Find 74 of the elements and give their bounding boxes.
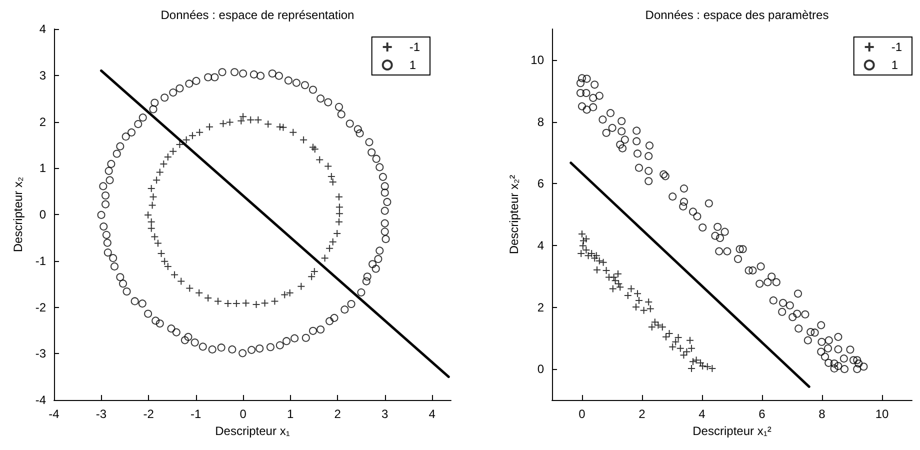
x-axis-title: Descripteur x₁ [215, 424, 290, 438]
point [610, 273, 618, 282]
x-tick-label: 0 [578, 407, 586, 421]
point [577, 249, 586, 258]
y-tick-label: 4 [537, 238, 544, 252]
y-tick-label: 3 [39, 68, 46, 82]
y-tick-label: -2 [35, 300, 46, 314]
x-tick-label: 2 [638, 407, 646, 421]
point [646, 304, 654, 313]
legend-label: 1 [891, 58, 898, 72]
y-tick-label: -1 [35, 254, 46, 268]
point [644, 298, 653, 306]
point [635, 296, 643, 304]
point [688, 364, 696, 372]
y-axis-title: Descripteur x₂ [11, 176, 25, 252]
y-tick-label: -3 [35, 346, 46, 361]
point [640, 306, 648, 314]
x-tick-label: 3 [381, 407, 388, 421]
x-tick-label: 6 [758, 407, 766, 421]
y-tick-label: 1 [39, 161, 46, 176]
point [688, 344, 696, 352]
point [634, 290, 642, 298]
x-axis-title: Descripteur x₁² [692, 424, 772, 438]
x-tick-label: 8 [818, 407, 826, 421]
point [698, 362, 707, 370]
y-tick-label: 2 [39, 114, 46, 129]
point [593, 266, 601, 274]
y-tick-label: 2 [537, 300, 544, 314]
y-tick-label: 4 [39, 22, 46, 36]
x-tick-label: 4 [698, 407, 706, 421]
x-tick-label: 2 [334, 407, 342, 421]
point [648, 323, 656, 332]
chart-title: Données : espace de représentation [160, 8, 354, 22]
point [602, 266, 610, 274]
point [627, 284, 636, 293]
y-tick-label: 6 [537, 176, 544, 191]
chart-title: Données : espace des paramètres [645, 8, 829, 22]
point [632, 302, 640, 311]
x-tick-label: -3 [96, 407, 107, 421]
point [689, 358, 697, 366]
x-tick-label: -2 [143, 407, 154, 421]
legend-label: -1 [891, 40, 902, 54]
point [668, 342, 677, 351]
point [658, 323, 666, 332]
x-tick-label: 1 [286, 407, 294, 421]
point [599, 258, 608, 266]
y-tick-label: -4 [35, 393, 46, 407]
x-tick-label: 4 [428, 407, 436, 421]
legend-label: 1 [409, 58, 416, 72]
point [614, 270, 622, 278]
x-tick-label: -4 [48, 407, 60, 421]
point [672, 338, 680, 346]
point [580, 236, 588, 245]
point [624, 292, 632, 300]
y-tick-label: 10 [530, 52, 544, 67]
point [680, 351, 688, 360]
point [608, 284, 617, 293]
y-tick-label: 0 [39, 208, 46, 222]
legend-label: -1 [409, 40, 420, 54]
point [614, 280, 623, 288]
point [665, 330, 674, 338]
x-tick-label: -1 [190, 407, 202, 421]
point [692, 356, 700, 364]
y-tick-label: 8 [537, 114, 544, 129]
point [654, 321, 662, 330]
point [674, 334, 682, 342]
x-tick-label: 0 [240, 407, 247, 421]
x-tick-label: 10 [875, 407, 889, 421]
point [686, 336, 694, 344]
point [650, 318, 659, 326]
point [662, 332, 670, 341]
point [616, 283, 624, 292]
y-axis-title: Descripteur x₂² [506, 174, 521, 254]
y-tick-label: 0 [537, 362, 544, 376]
